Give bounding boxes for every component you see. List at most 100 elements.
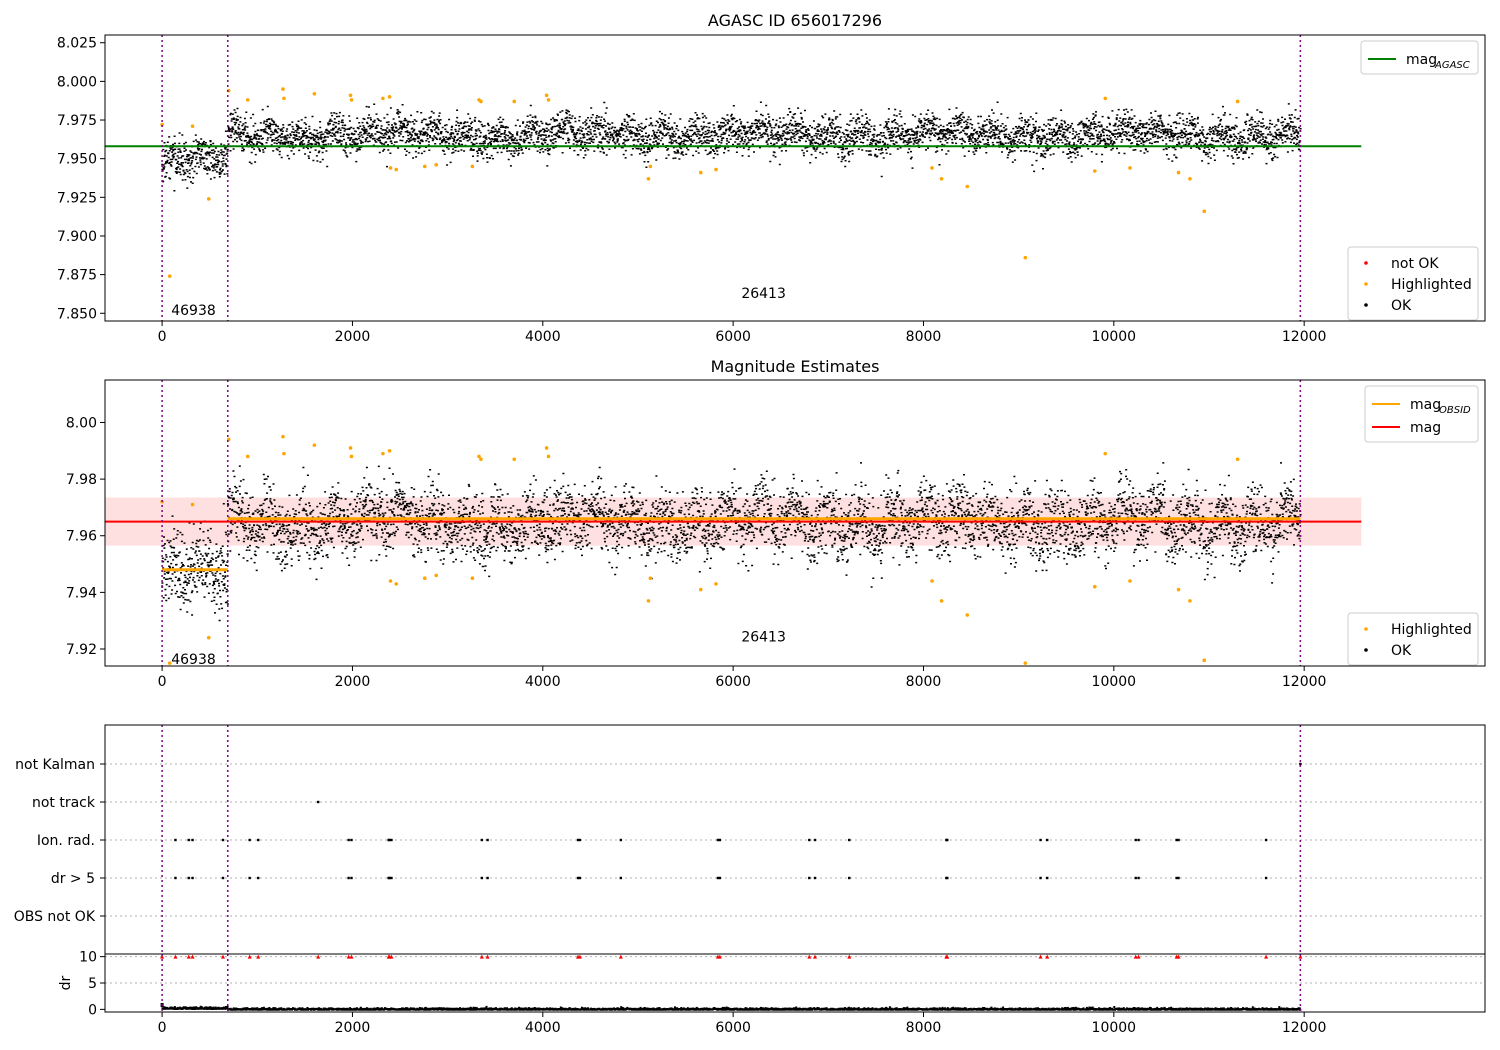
- panel-title: AGASC ID 656017296: [708, 11, 882, 30]
- x-axis: 0 2000 4000 6000 8000 10000 12000: [158, 321, 1327, 345]
- flag-point: [716, 876, 720, 880]
- legend-box: [1347, 246, 1479, 321]
- flag-point: [257, 838, 260, 842]
- obsid-label: 46938: [171, 652, 216, 668]
- y-tick-label: 7.950: [57, 152, 97, 168]
- ok-points: [161, 462, 1302, 622]
- highlighted-point: [312, 443, 317, 447]
- dr-clipped-marker: [186, 954, 191, 959]
- highlighted-point: [1023, 255, 1028, 260]
- flag-point: [174, 876, 177, 880]
- y-tick-label: 7.975: [57, 113, 97, 129]
- flag-point: [316, 800, 320, 804]
- legend-label: not OK: [1391, 256, 1439, 272]
- y-tick-label: 0: [88, 1002, 97, 1018]
- highlighted-point: [387, 448, 392, 453]
- highlighted-point: [646, 176, 651, 181]
- legend-box: [1347, 612, 1479, 666]
- y-axis: 7.92 7.94 7.96 7.98 8.00: [66, 415, 105, 658]
- highlighted-point: [245, 454, 250, 459]
- highlighted-point: [1188, 599, 1192, 603]
- dr-clipped-marker: [717, 954, 722, 959]
- highlighted-point: [648, 164, 653, 169]
- dr-clipped-marker: [807, 954, 812, 959]
- flag-point: [187, 838, 190, 842]
- dr-clipped-marker: [1298, 954, 1303, 959]
- y-tick-label: 7.98: [66, 472, 97, 488]
- dr-clipped-marker: [316, 954, 321, 959]
- x-tick-label: 8000: [906, 329, 942, 345]
- dr-clipped-marker: [618, 954, 623, 959]
- highlighted-point: [546, 454, 551, 459]
- highlighted-point: [167, 274, 172, 278]
- highlighted-point: [1235, 99, 1240, 104]
- x-tick-label: 4000: [525, 674, 561, 690]
- flag-point: [390, 876, 393, 880]
- legend-points: not OK Highlighted OK: [1347, 246, 1479, 321]
- highlighted-point: [646, 599, 651, 603]
- dr-clipped-marker: [1176, 954, 1181, 959]
- x-tick-label: 4000: [525, 1020, 561, 1036]
- highlighted-point: [381, 96, 385, 101]
- flag-point: [1039, 838, 1042, 842]
- flag-point: [1299, 762, 1302, 766]
- legend-label: Highlighted: [1391, 277, 1472, 293]
- dr-clipped-marker: [256, 954, 261, 959]
- flag-point: [347, 838, 350, 842]
- y-tick-label: 8.000: [57, 74, 97, 90]
- highlighted-point: [245, 98, 250, 102]
- dr-clipped-marker: [349, 954, 354, 959]
- legend-label: mag: [1410, 397, 1441, 413]
- dr-clipped-marker: [945, 954, 950, 959]
- legend-point-swatch: [1364, 648, 1368, 652]
- flag-point: [808, 838, 811, 842]
- highlighted-point: [349, 454, 354, 459]
- dr-clipped-marker: [221, 954, 226, 959]
- flag-point: [248, 838, 251, 842]
- highlighted-point: [470, 576, 475, 581]
- dr-clipped-marker: [485, 954, 490, 959]
- highlighted-point: [1202, 658, 1207, 663]
- flag-point: [1046, 876, 1049, 880]
- flag-point: [1177, 838, 1180, 842]
- y-tick-label: 7.850: [57, 306, 97, 322]
- highlighted-point: [282, 96, 286, 101]
- highlighted-point: [1235, 457, 1240, 462]
- highlighted-point: [1023, 661, 1028, 665]
- highlighted-point: [512, 99, 517, 104]
- highlighted-point: [1092, 584, 1097, 589]
- x-tick-label: 12000: [1282, 329, 1327, 345]
- obsid-label: 46938: [171, 303, 216, 319]
- flag-point: [390, 838, 393, 842]
- y-axis: not Kalman not track Ion. rad. dr > 5 OBS no…: [14, 757, 105, 925]
- flag-point: [1134, 838, 1137, 842]
- y-tick-label: 5: [88, 976, 97, 992]
- flag-row-label: dr > 5: [51, 871, 95, 887]
- highlighted-point: [190, 502, 195, 507]
- obsid-label: 26413: [741, 286, 786, 302]
- flag-point: [576, 876, 580, 880]
- legend-box: [1360, 40, 1479, 75]
- flag-point: [350, 876, 353, 880]
- highlighted-point: [512, 457, 517, 462]
- legend-point-swatch: [1364, 261, 1368, 265]
- flag-row-label: not track: [32, 795, 96, 811]
- flag-point: [221, 838, 225, 842]
- flag-point: [350, 838, 353, 842]
- flag-point: [576, 838, 580, 842]
- dr-clipped-marker: [479, 954, 484, 959]
- ok-points: [161, 101, 1302, 192]
- flag-point: [1046, 838, 1049, 842]
- y-tick-label: 7.92: [66, 642, 97, 658]
- dr-clipped-marker: [1133, 954, 1138, 959]
- x-tick-label: 10000: [1092, 674, 1137, 690]
- highlighted-point: [714, 167, 718, 172]
- highlighted-point: [434, 573, 439, 578]
- x-tick-label: 12000: [1282, 674, 1327, 690]
- highlighted-point: [394, 167, 399, 172]
- flag-point: [813, 838, 817, 842]
- flag-point: [486, 876, 489, 880]
- flag-point: [191, 876, 194, 880]
- highlighted-point: [930, 166, 934, 170]
